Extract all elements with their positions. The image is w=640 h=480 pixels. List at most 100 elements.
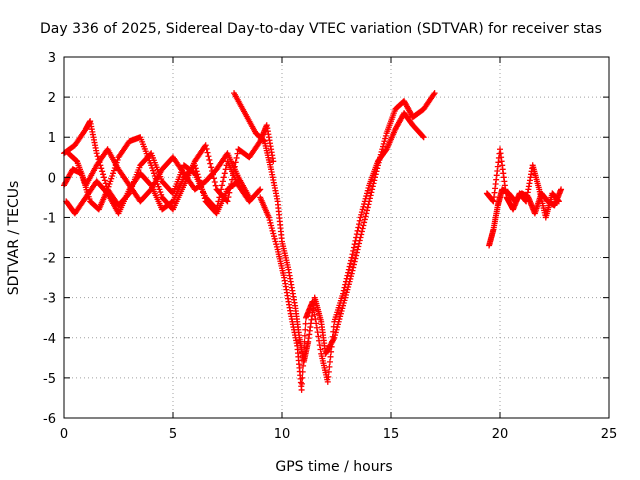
data-point-trace bbox=[362, 213, 369, 220]
y-tick-label: 1 bbox=[48, 131, 56, 146]
data-point-trace bbox=[368, 189, 375, 196]
chart-title: Day 336 of 2025, Sidereal Day-to-day VTE… bbox=[40, 21, 602, 37]
data-point-trace bbox=[199, 189, 206, 196]
data-point-trace bbox=[195, 174, 202, 181]
data-point-trace bbox=[353, 231, 360, 238]
data-point bbox=[558, 186, 565, 193]
data-point-trace bbox=[341, 284, 348, 291]
data-point-trace bbox=[360, 222, 367, 229]
data-point-trace bbox=[337, 310, 344, 317]
x-axis-label: GPS time / hours bbox=[275, 459, 392, 475]
x-tick-label: 5 bbox=[169, 427, 177, 442]
data-point-trace bbox=[100, 174, 107, 181]
data-point-trace bbox=[221, 170, 228, 177]
axis-ticks bbox=[63, 56, 610, 419]
data-point-trace bbox=[299, 368, 306, 375]
data-point-trace bbox=[298, 380, 305, 387]
data-point bbox=[431, 90, 438, 97]
data-point bbox=[324, 378, 331, 385]
data-point-trace bbox=[351, 258, 358, 265]
data-point-trace bbox=[149, 164, 156, 171]
data-point-trace bbox=[337, 313, 344, 320]
data-point-trace bbox=[338, 308, 345, 315]
data-point-trace bbox=[310, 303, 317, 310]
x-tick-label: 15 bbox=[383, 427, 400, 442]
data-point-trace bbox=[342, 278, 349, 285]
y-axis-label: SDTVAR / TECUs bbox=[6, 181, 22, 296]
data-point-trace bbox=[348, 273, 355, 280]
data-point-trace bbox=[353, 234, 360, 241]
data-point-trace bbox=[329, 333, 336, 340]
data-point-trace bbox=[350, 244, 357, 251]
data-point-trace bbox=[210, 175, 217, 182]
y-tick-label: -5 bbox=[43, 372, 56, 387]
data-point-trace bbox=[234, 179, 241, 186]
data-point-trace bbox=[194, 171, 201, 178]
x-tick-label: 25 bbox=[601, 427, 618, 442]
data-point-trace bbox=[110, 170, 117, 177]
data-point-trace bbox=[349, 251, 356, 258]
data-point-trace bbox=[334, 321, 341, 328]
y-tick-label: -1 bbox=[43, 211, 56, 226]
data-point-trace bbox=[328, 348, 335, 355]
data-point-trace bbox=[300, 350, 307, 357]
data-point-trace bbox=[326, 358, 333, 365]
y-tick-label: 2 bbox=[48, 91, 56, 106]
data-point-trace bbox=[356, 217, 363, 224]
data-point-trace bbox=[114, 156, 121, 163]
data-point-trace bbox=[359, 206, 366, 213]
data-point-trace bbox=[333, 326, 340, 333]
data-point-trace bbox=[339, 305, 346, 312]
data-point-trace bbox=[315, 333, 322, 340]
data-point-trace bbox=[313, 324, 320, 331]
data-point-trace bbox=[208, 164, 215, 171]
series-dip-track-b bbox=[257, 110, 427, 393]
data-point-trace bbox=[361, 198, 368, 205]
data-point-trace bbox=[327, 353, 334, 360]
data-point-trace bbox=[353, 249, 360, 256]
data-point-trace bbox=[362, 195, 369, 202]
data-point-trace bbox=[207, 160, 214, 167]
data-point-trace bbox=[109, 172, 116, 179]
grid-lines bbox=[64, 57, 609, 418]
data-point-trace bbox=[271, 233, 278, 240]
data-point-trace bbox=[365, 185, 372, 192]
data-point-trace bbox=[345, 269, 352, 276]
data-point-trace bbox=[94, 153, 101, 160]
series-evening-track-b bbox=[483, 146, 562, 221]
data-point-trace bbox=[98, 165, 105, 172]
data-point-trace bbox=[325, 368, 332, 375]
data-point-trace bbox=[364, 187, 371, 194]
data-point-trace bbox=[200, 192, 207, 199]
data-point-trace bbox=[212, 182, 219, 189]
data-point-trace bbox=[342, 281, 349, 288]
x-tick-label: 20 bbox=[492, 427, 509, 442]
x-tick-label: 0 bbox=[60, 427, 68, 442]
data-point-trace bbox=[342, 291, 349, 298]
data-point-trace bbox=[150, 170, 157, 177]
data-point bbox=[357, 214, 364, 221]
data-point-trace bbox=[348, 257, 355, 264]
data-point-trace bbox=[266, 217, 273, 224]
data-point-trace bbox=[380, 140, 387, 147]
data-point-trace bbox=[355, 243, 362, 250]
x-tick-label: 10 bbox=[274, 427, 291, 442]
data-point-trace bbox=[352, 255, 359, 262]
data-point-trace bbox=[196, 177, 203, 184]
data-point-trace bbox=[271, 235, 278, 242]
x-tick-labels: 0 5 10 15 20 25 bbox=[60, 427, 617, 442]
data-point-trace bbox=[344, 272, 351, 279]
y-tick-label: -3 bbox=[43, 292, 56, 307]
data-point-trace bbox=[272, 238, 279, 245]
data-point-trace bbox=[364, 207, 371, 214]
data-point-trace bbox=[312, 316, 319, 323]
data-point bbox=[224, 198, 231, 205]
data-point-trace bbox=[430, 91, 437, 98]
y-tick-label: 0 bbox=[48, 171, 56, 186]
data-point-trace bbox=[155, 183, 162, 190]
y-tick-label: -2 bbox=[43, 252, 56, 267]
data-point-trace bbox=[219, 178, 226, 185]
data-point-trace bbox=[358, 228, 365, 235]
data-point-trace bbox=[326, 363, 333, 370]
data-point-trace bbox=[353, 252, 360, 259]
